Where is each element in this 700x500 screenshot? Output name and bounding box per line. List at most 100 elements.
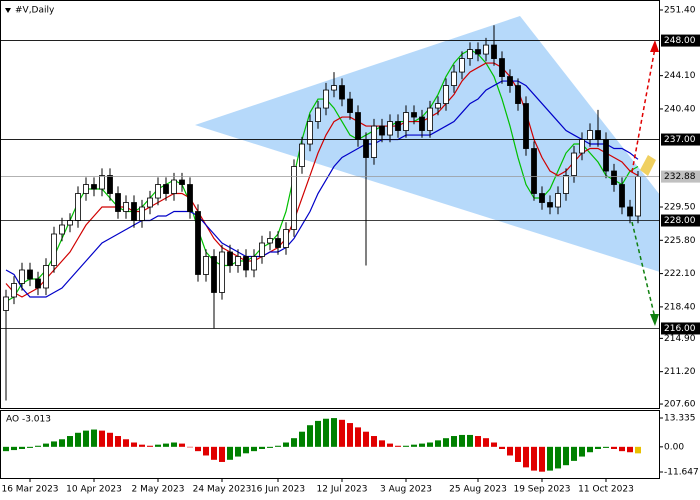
x-tick-label: 12 Jul 2023 (317, 485, 368, 495)
ao-bar (19, 446, 25, 449)
candle-body (283, 229, 289, 248)
candle-body (403, 112, 409, 131)
candle-body (227, 251, 233, 266)
ao-bar (331, 418, 337, 447)
candle-body (467, 49, 473, 59)
candle-body (619, 184, 625, 208)
ao-bar (179, 443, 185, 447)
candle-body (299, 143, 305, 167)
candle-body (523, 103, 529, 149)
candle-body (43, 265, 49, 289)
axes: 248.00 237.00 228.00 216.00 232.88 251.40 244.… (1, 5, 700, 495)
ao-bar (627, 446, 633, 453)
current-price-tag (661, 170, 700, 183)
candle-body (499, 58, 505, 77)
candle-body (3, 296, 9, 311)
y-tick-label: 211.20 (664, 367, 696, 377)
candle-body (387, 121, 393, 136)
chart-title: #V,Daily (15, 6, 55, 16)
candle-body (331, 85, 337, 91)
y-tick-label: 214.90 (664, 334, 696, 344)
ao-bar (451, 436, 457, 447)
ao-bar (3, 446, 9, 452)
ma-line (5, 80, 639, 298)
x-tick-label: 25 Aug 2023 (449, 485, 507, 495)
candle-body (131, 202, 137, 221)
candle-body (627, 206, 633, 217)
ao-bar (395, 445, 401, 447)
level-tag (661, 214, 700, 227)
candle-body (379, 125, 385, 136)
x-tick-label: 16 Jun 2023 (251, 485, 305, 495)
ao-bar (203, 446, 209, 456)
candle-body (371, 125, 377, 158)
ao-bar (107, 432, 113, 447)
candle-body (27, 269, 33, 280)
candle-body (427, 107, 433, 131)
ao-bar (539, 446, 545, 472)
candle-body (19, 269, 25, 284)
down-arrow (631, 221, 656, 319)
ao-bar (379, 440, 385, 447)
candle-body (171, 179, 177, 194)
candle-body (539, 193, 545, 203)
ao-bar (419, 443, 425, 447)
x-tick-label: 24 May 2023 (193, 485, 252, 495)
candle-body (491, 44, 497, 59)
candle-body (235, 256, 241, 266)
candle-body (147, 197, 153, 208)
candle-body (355, 112, 361, 140)
ao-y-tick-label: 13.335 (664, 414, 696, 424)
main-frame (0, 0, 660, 409)
ao-bar (243, 446, 249, 454)
y-tick-label: 207.60 (664, 400, 696, 410)
down-arrow-head (650, 314, 659, 326)
candle-body (267, 238, 273, 244)
ao-bar (211, 446, 217, 460)
ao-bar (507, 446, 513, 456)
ao-bar (475, 436, 481, 447)
candle-body (339, 85, 345, 100)
y-tick-label: 229.50 (664, 203, 696, 213)
candle-body (483, 44, 489, 55)
candle-body (555, 193, 561, 208)
level-tag (661, 322, 700, 335)
ao-bar (443, 438, 449, 447)
candle-body (571, 152, 577, 176)
x-tick-label: 3 Aug 2023 (380, 485, 432, 495)
candle-body (99, 175, 105, 190)
y-tick-label: 222.10 (664, 269, 696, 279)
ao-bar (603, 446, 609, 448)
ao-bar (323, 418, 329, 447)
level-label: 248.00 (664, 36, 696, 46)
ao-bar (611, 446, 617, 449)
ao-bar (147, 445, 153, 447)
candle-body (67, 220, 73, 226)
candle-body (531, 148, 537, 194)
candle-body (323, 89, 329, 109)
candle-body (123, 202, 129, 212)
ao-bar (347, 423, 353, 447)
candle-body (291, 166, 297, 230)
candle-body (187, 184, 193, 212)
level-label: 216.00 (664, 324, 696, 334)
triangle-pattern (195, 16, 660, 272)
candle-body (11, 283, 17, 298)
x-tick-label: 10 Apr 2023 (66, 485, 122, 495)
ao-bar (435, 440, 441, 447)
main-panel (0, 25, 660, 401)
candle-body (107, 175, 113, 194)
ao-bar (83, 430, 89, 447)
candle-body (155, 184, 161, 199)
candle-body (435, 103, 441, 109)
ao-bar (123, 439, 129, 447)
ao-bar (467, 434, 473, 447)
ao-bar (131, 442, 137, 447)
level-label: 237.00 (664, 135, 696, 145)
marker (640, 155, 656, 176)
candle-body (51, 233, 57, 266)
ao-bar (555, 446, 561, 469)
ao-bar (547, 446, 553, 471)
